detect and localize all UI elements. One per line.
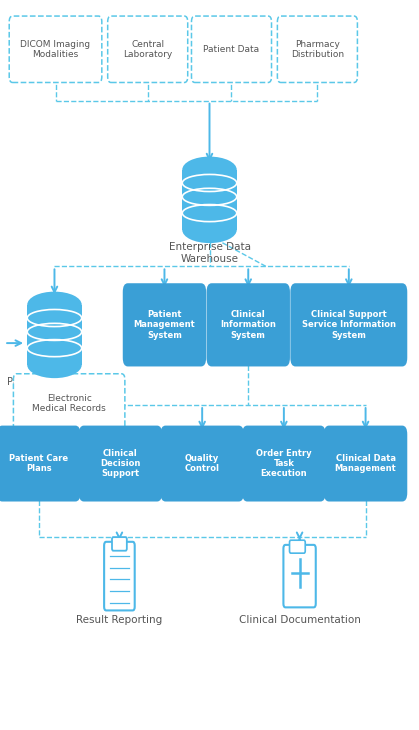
Bar — [182, 170, 237, 230]
Text: Patient
Management
System: Patient Management System — [134, 310, 195, 339]
FancyBboxPatch shape — [242, 426, 326, 502]
FancyBboxPatch shape — [207, 283, 290, 366]
Text: Clinical Documentation: Clinical Documentation — [239, 615, 360, 626]
FancyBboxPatch shape — [191, 16, 272, 82]
Text: Quality
Control: Quality Control — [185, 454, 220, 473]
FancyBboxPatch shape — [9, 16, 102, 82]
Text: Central
Laboratory: Central Laboratory — [123, 39, 172, 59]
FancyBboxPatch shape — [108, 16, 188, 82]
Ellipse shape — [182, 157, 237, 183]
FancyBboxPatch shape — [112, 537, 127, 550]
Text: Clinical
Decision
Support: Clinical Decision Support — [100, 449, 141, 478]
FancyBboxPatch shape — [160, 426, 244, 502]
Bar — [27, 305, 82, 365]
Text: Pharmacy
Distribution: Pharmacy Distribution — [291, 39, 344, 59]
FancyBboxPatch shape — [79, 426, 162, 502]
Ellipse shape — [27, 291, 82, 318]
Text: Result Reporting: Result Reporting — [76, 615, 163, 626]
Text: Patient Care
Plans: Patient Care Plans — [9, 454, 68, 473]
Text: Clinical Support
Service Information
System: Clinical Support Service Information Sys… — [302, 310, 396, 339]
FancyBboxPatch shape — [0, 426, 80, 502]
FancyBboxPatch shape — [290, 283, 407, 366]
Text: Patient Data: Patient Data — [204, 45, 259, 54]
FancyBboxPatch shape — [104, 542, 134, 610]
FancyBboxPatch shape — [123, 283, 206, 366]
Text: Order Entry
Task
Execution: Order Entry Task Execution — [256, 449, 312, 478]
Text: Patient Information
Database: Patient Information Database — [8, 377, 101, 399]
Ellipse shape — [27, 352, 82, 378]
FancyBboxPatch shape — [290, 540, 305, 553]
FancyBboxPatch shape — [283, 545, 316, 607]
Ellipse shape — [182, 217, 237, 243]
Text: DICOM Imaging
Modalities: DICOM Imaging Modalities — [21, 39, 91, 59]
Text: Clinical Data
Management: Clinical Data Management — [335, 454, 396, 473]
FancyBboxPatch shape — [13, 374, 125, 433]
Text: Clinical
Information
System: Clinical Information System — [220, 310, 276, 339]
Text: Enterprise Data
Warehouse: Enterprise Data Warehouse — [168, 242, 251, 264]
FancyBboxPatch shape — [324, 426, 407, 502]
Text: Electronic
Medical Records: Electronic Medical Records — [32, 393, 106, 413]
FancyBboxPatch shape — [277, 16, 357, 82]
